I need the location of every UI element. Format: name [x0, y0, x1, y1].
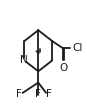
Text: F: F — [16, 89, 22, 99]
Text: F: F — [35, 89, 41, 99]
Text: N: N — [20, 56, 28, 65]
Text: F: F — [46, 89, 52, 99]
Text: Cl: Cl — [72, 43, 83, 53]
Text: O: O — [59, 63, 67, 73]
